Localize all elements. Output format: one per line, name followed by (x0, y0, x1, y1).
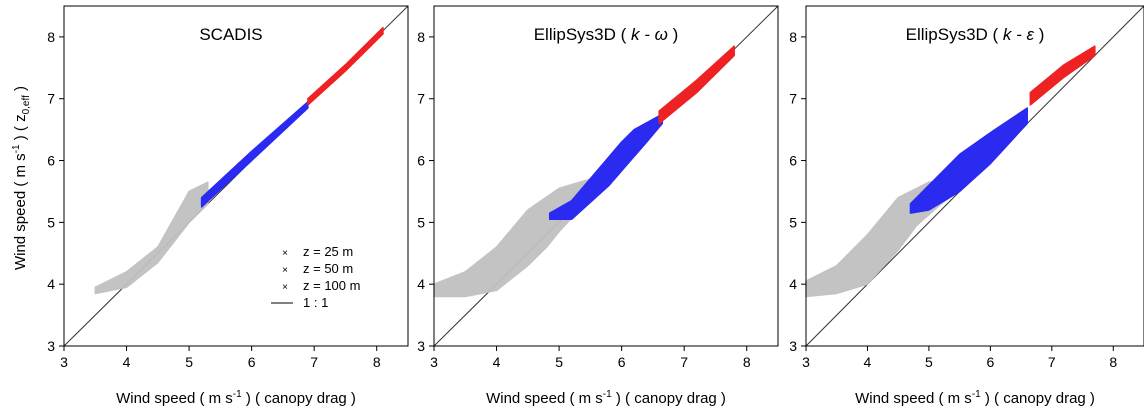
legend-label: z = 100 m (303, 278, 360, 293)
x-tick-label: 4 (864, 354, 872, 370)
panel-title-part: ) (668, 25, 678, 44)
series-2-points (909, 107, 1028, 214)
panel-title-part: k - ε (1003, 25, 1035, 44)
plot-frame (805, 5, 1144, 347)
y-tick-label: 7 (417, 91, 425, 107)
chart-panel-1: 3 4 5 6 7 8 3 4 5 6 7 8 SCADIS Wind speed ( m s-1 ) (… (47, 5, 409, 407)
x-tick-label: 4 (123, 354, 131, 370)
x-tick-label: 7 (680, 354, 688, 370)
y-tick-label: 5 (417, 214, 425, 230)
y-tick-label: 5 (789, 214, 797, 230)
x-tick-label: 7 (1048, 354, 1056, 370)
legend-x-marker: × (282, 282, 288, 293)
series-2-points (548, 113, 664, 221)
y-tick-label: 6 (47, 153, 55, 169)
y-tick-label: 6 (789, 153, 797, 169)
y-tick-label: 3 (417, 338, 425, 354)
x-tick-label: 3 (430, 354, 438, 370)
x-tick-label: 5 (185, 354, 193, 370)
legend-x-marker: × (282, 265, 288, 276)
series-2-points (200, 101, 309, 208)
series-3-points (658, 45, 735, 125)
y-tick-label: 5 (47, 214, 55, 230)
y-tick-label: 8 (47, 29, 55, 45)
x-axis-label: Wind speed ( m s-1 ) ( canopy drag ) (486, 389, 726, 407)
y-tick-label: 4 (789, 276, 797, 292)
y-axis-label: Wind speed ( m s-1 ) ( z0,eff ) (11, 86, 32, 270)
x-tick-label: 7 (310, 354, 318, 370)
y-tick-label: 4 (417, 276, 425, 292)
x-axis-label: Wind speed ( m s-1 ) ( canopy drag ) (116, 389, 356, 407)
series-3-points (307, 26, 384, 106)
x-tick-label: 6 (618, 354, 626, 370)
legend: × z = 25 m × z = 50 m × z = 100 m 1 : 1 (271, 244, 360, 310)
x-tick-label: 8 (373, 354, 381, 370)
x-tick-label: 3 (60, 354, 68, 370)
y-tick-label: 3 (789, 338, 797, 354)
series-3-points (1029, 45, 1096, 106)
y-tick-label: 3 (47, 338, 55, 354)
panel-title-part: EllipSys3D ( (906, 25, 1003, 44)
chart-panel-2: 3 4 5 6 7 8 3 4 5 6 7 8 EllipSys3D ( k - ω ) Wind spe… (417, 5, 779, 407)
panel-title: EllipSys3D ( k - ε ) (906, 25, 1045, 44)
x-tick-label: 8 (1109, 354, 1117, 370)
panel-title-part: ) (1034, 25, 1044, 44)
x-tick-label: 4 (493, 354, 501, 370)
x-axis-label: Wind speed ( m s-1 ) ( canopy drag ) (855, 389, 1095, 407)
panel-title-part: EllipSys3D ( (534, 25, 631, 44)
plot-frame (433, 5, 779, 347)
legend-label: 1 : 1 (303, 295, 328, 310)
x-tick-label: 3 (802, 354, 810, 370)
y-tick-label: 6 (417, 153, 425, 169)
x-tick-label: 5 (925, 354, 933, 370)
legend-label: z = 50 m (303, 261, 353, 276)
y-tick-label: 7 (789, 91, 797, 107)
x-tick-label: 6 (248, 354, 256, 370)
y-tick-label: 7 (47, 91, 55, 107)
chart-panel-3: 3 4 5 6 7 8 3 4 5 6 7 8 EllipSys3D ( k - ε ) Wind spe… (789, 5, 1144, 407)
legend-label: z = 25 m (303, 244, 353, 259)
panel-title: EllipSys3D ( k - ω ) (534, 25, 679, 44)
panel-title-part: k - ω (631, 25, 668, 44)
series-1-points (94, 181, 209, 295)
x-tick-label: 5 (555, 354, 563, 370)
panel-title-part: SCADIS (199, 25, 262, 44)
x-tick-label: 8 (743, 354, 751, 370)
y-tick-label: 4 (47, 276, 55, 292)
panel-title: SCADIS (199, 25, 262, 44)
plot-frame (63, 5, 409, 347)
legend-x-marker: × (282, 248, 288, 259)
y-tick-label: 8 (417, 29, 425, 45)
x-tick-label: 6 (986, 354, 994, 370)
y-tick-label: 8 (789, 29, 797, 45)
